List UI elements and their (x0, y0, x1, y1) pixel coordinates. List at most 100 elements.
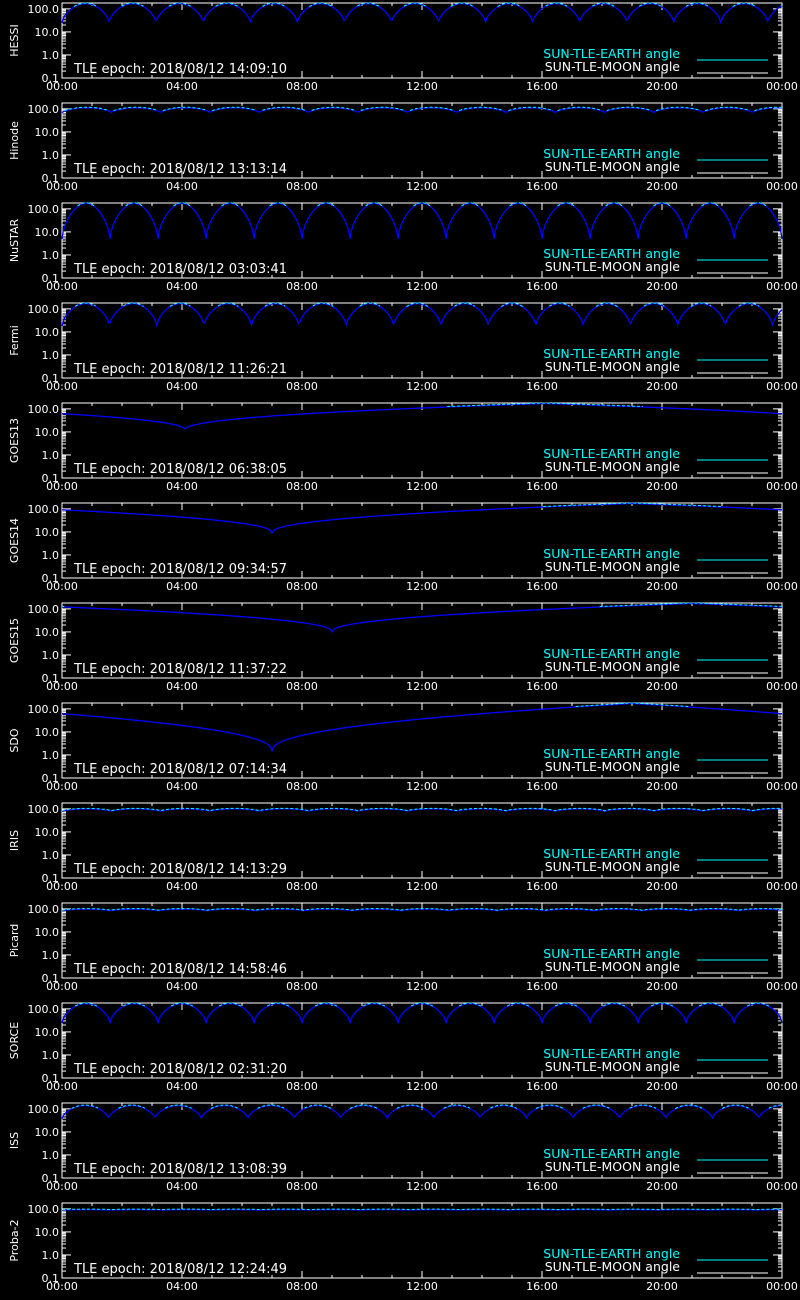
x-tick-label: 04:00 (166, 280, 198, 293)
x-tick-label: 00:00 (766, 580, 798, 593)
tle-epoch-label: TLE epoch: 2018/08/12 07:14:34 (73, 762, 287, 777)
y-axis-label: Picard (8, 924, 21, 958)
series-segment (461, 202, 479, 207)
series-sun-tle-earth-dip (61, 202, 783, 239)
series-segment (113, 106, 159, 112)
y-tick-label: 10.0 (35, 1226, 60, 1239)
y-axis-label: NuSTAR (8, 219, 21, 263)
y-tick-label: 10.0 (35, 226, 60, 239)
x-tick-label: 08:00 (286, 680, 318, 693)
series-segment (653, 202, 671, 207)
series-segment (490, 1104, 518, 1109)
x-tick-label: 12:00 (406, 1280, 438, 1293)
series-segment (443, 1104, 471, 1109)
x-axis-ticks (61, 1203, 783, 1278)
legend-earth-label: SUN-TLE-EARTH angle (543, 746, 680, 761)
x-tick-label: 04:00 (166, 580, 198, 593)
series-sun-tle-earth (61, 908, 783, 911)
series-sun-tle-earth (71, 1104, 782, 1110)
x-tick-label: 00:00 (46, 380, 78, 393)
x-tick-label: 16:00 (526, 1080, 558, 1093)
series-segment (450, 2, 474, 8)
series-segment (73, 2, 98, 7)
x-tick-label: 00:00 (766, 1280, 798, 1293)
series-segment (548, 302, 570, 307)
y-tick-label: 100.0 (28, 303, 60, 316)
series-segment (304, 1104, 332, 1109)
series-segment (262, 106, 306, 111)
x-tick-label: 00:00 (46, 80, 78, 93)
x-tick-label: 08:00 (286, 80, 318, 93)
y-tick-label: 0.1 (42, 172, 60, 185)
y-tick-label: 10.0 (35, 426, 60, 439)
legend-moon-label: SUN-TLE-MOON angle (545, 1059, 681, 1074)
series-segment (582, 1104, 610, 1109)
legend-earth-label: SUN-TLE-EARTH angle (543, 546, 680, 561)
x-tick-label: 08:00 (286, 380, 318, 393)
series-segment (698, 1002, 722, 1007)
x-tick-label: 16:00 (526, 280, 558, 293)
x-tick-label: 20:00 (646, 880, 678, 893)
x-tick-label: 12:00 (406, 380, 438, 393)
series-segment (410, 1002, 434, 1007)
series-segment (317, 202, 335, 207)
series-segment (356, 2, 380, 7)
tle-epoch-label: TLE epoch: 2018/08/12 13:08:39 (73, 1162, 287, 1177)
x-tick-label: 12:00 (406, 280, 438, 293)
series-segment (554, 1002, 578, 1007)
series-segment (413, 202, 431, 207)
x-tick-label: 20:00 (646, 1280, 678, 1293)
x-axis-ticks (61, 903, 783, 978)
x-axis-ticks (61, 403, 783, 478)
x-tick-label: 12:00 (406, 80, 438, 93)
series-segment (403, 2, 426, 7)
y-tick-label: 1.0 (42, 249, 60, 262)
y-axis-label: GOES14 (8, 518, 21, 563)
x-tick-label: 12:00 (406, 1180, 438, 1193)
tle-epoch-label: TLE epoch: 2018/08/12 11:37:22 (73, 662, 287, 677)
y-axis-ticks (62, 808, 782, 879)
x-tick-label: 20:00 (646, 680, 678, 693)
series-segment (262, 2, 286, 7)
legend-earth-label: SUN-TLE-EARTH angle (543, 946, 680, 961)
series-segment (362, 1002, 386, 1007)
y-tick-label: 0.1 (42, 1272, 60, 1285)
series-segment (535, 1104, 564, 1109)
legend-moon-label: SUN-TLE-MOON angle (545, 559, 681, 574)
series-segment (454, 302, 476, 307)
y-tick-label: 1.0 (42, 749, 60, 762)
series-segment (217, 302, 239, 307)
y-tick-label: 1.0 (42, 1249, 60, 1262)
x-tick-label: 04:00 (166, 980, 198, 993)
x-tick-label: 00:00 (46, 1180, 78, 1193)
x-tick-label: 08:00 (286, 480, 318, 493)
legend-moon-label: SUN-TLE-MOON angle (545, 259, 681, 274)
y-tick-label: 1.0 (42, 49, 60, 62)
x-tick-label: 20:00 (646, 280, 678, 293)
legend-moon-label: SUN-TLE-MOON angle (545, 159, 681, 174)
panel-fermi: 100.010.01.00.100:00 04:00 08:00 12:00 16:00… (8, 302, 798, 393)
series-segment (396, 1104, 424, 1109)
series-segment (74, 1002, 98, 1007)
series-segment (77, 202, 95, 207)
y-axis-ticks (62, 608, 782, 679)
x-tick-label: 20:00 (646, 580, 678, 593)
series-segment (164, 1104, 192, 1109)
series-segment (459, 106, 504, 112)
series-segment (215, 2, 239, 8)
series-segment (638, 2, 662, 7)
legend-earth-label: SUN-TLE-EARTH angle (543, 146, 680, 161)
series-segment (122, 302, 144, 307)
x-tick-label: 16:00 (526, 580, 558, 593)
y-tick-label: 100.0 (28, 103, 60, 116)
x-tick-label: 04:00 (166, 1080, 198, 1093)
panel-hinode: 100.010.01.00.100:00 04:00 08:00 12:00 16:00… (8, 102, 798, 193)
series-segment (557, 202, 575, 207)
y-tick-label: 100.0 (28, 703, 60, 716)
series-segment (508, 106, 553, 112)
y-tick-label: 0.1 (42, 772, 60, 785)
x-tick-label: 16:00 (526, 1280, 558, 1293)
series-segment (749, 202, 767, 207)
series-segment (211, 106, 257, 112)
x-tick-label: 16:00 (526, 1180, 558, 1193)
